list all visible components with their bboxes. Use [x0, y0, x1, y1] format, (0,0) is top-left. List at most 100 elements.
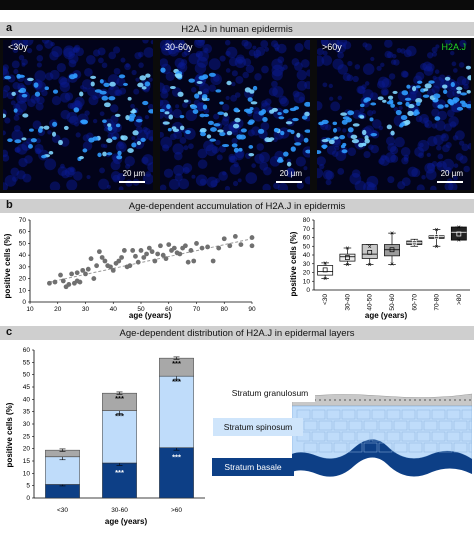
background-tissue — [359, 107, 365, 113]
cell-outline — [401, 409, 416, 420]
granule — [364, 399, 366, 401]
nucleus — [171, 126, 177, 130]
background-tissue — [401, 177, 411, 187]
background-tissue — [36, 62, 42, 68]
y-tick-label: 60 — [23, 347, 31, 354]
nucleus — [397, 101, 403, 105]
background-tissue — [245, 172, 258, 184]
background-tissue — [32, 120, 42, 130]
nucleus — [287, 129, 292, 133]
data-point — [85, 266, 91, 272]
nucleus — [206, 134, 212, 139]
cell-outline — [386, 409, 401, 420]
background-tissue — [322, 82, 328, 88]
background-tissue — [73, 171, 83, 181]
y-tick-label: 30 — [23, 421, 31, 428]
background-tissue — [446, 109, 455, 118]
nucleus — [108, 96, 116, 101]
outlier-marker: × — [323, 260, 327, 267]
x-tick-label: 60-70 — [411, 294, 418, 311]
granulosum-layer — [292, 393, 472, 407]
background-tissue — [228, 153, 236, 161]
background-tissue — [66, 179, 78, 190]
background-tissue — [87, 87, 97, 97]
granule — [424, 399, 426, 401]
label-stratum-spinosum: Stratum spinosum — [213, 418, 303, 436]
background-tissue — [400, 48, 406, 54]
background-tissue — [215, 139, 221, 146]
nucleus — [405, 101, 410, 107]
background-tissue — [218, 145, 227, 153]
nucleus — [219, 131, 226, 137]
background-tissue — [354, 180, 366, 190]
y-tick-label: 60 — [303, 235, 311, 242]
nucleus — [399, 124, 404, 128]
background-tissue — [230, 94, 238, 102]
epidermis-cells — [292, 393, 472, 477]
outlier-marker: × — [390, 231, 394, 238]
scatter-trendline — [49, 238, 253, 283]
granule — [429, 399, 431, 401]
nucleus — [52, 89, 59, 94]
background-tissue — [178, 178, 190, 190]
outlier-marker: × — [435, 227, 439, 234]
label-text: Stratum basale — [224, 462, 282, 472]
y-tick-label: 10 — [19, 287, 27, 294]
background-tissue — [144, 115, 150, 120]
nucleus — [90, 75, 97, 80]
nucleus — [328, 139, 335, 145]
y-tick-label: 30 — [303, 261, 311, 268]
background-tissue — [433, 134, 444, 146]
background-tissue — [442, 158, 455, 171]
nucleus — [217, 111, 225, 115]
nucleus — [107, 126, 113, 131]
y-tick-label: 20 — [19, 276, 27, 283]
cell-outline — [318, 442, 333, 453]
x-tick-label: 80 — [221, 306, 229, 313]
nucleus — [428, 80, 435, 84]
nucleus — [303, 137, 309, 143]
nucleus — [423, 88, 429, 92]
nucleus — [196, 80, 203, 84]
granule — [334, 399, 336, 401]
background-tissue — [387, 176, 395, 184]
data-point — [188, 248, 194, 253]
cell-outline — [416, 409, 431, 420]
background-tissue — [14, 146, 21, 153]
background-tissue — [271, 69, 283, 81]
data-point — [138, 248, 144, 253]
background-tissue — [337, 51, 344, 59]
background-tissue — [330, 101, 341, 112]
data-point — [232, 234, 238, 239]
granule — [374, 399, 376, 401]
background-tissue — [208, 58, 221, 71]
y-tick-label: 50 — [19, 240, 27, 247]
nucleus — [4, 75, 12, 80]
scale-bar-label: 20 µm — [279, 169, 302, 178]
nucleus — [135, 118, 143, 123]
nucleus — [221, 143, 230, 148]
background-tissue — [208, 84, 217, 92]
y-tick-label: 40 — [303, 252, 311, 259]
background-tissue — [278, 95, 288, 105]
background-tissue — [203, 140, 214, 152]
nucleus — [444, 104, 449, 108]
granule — [464, 399, 466, 401]
micrograph-label: <30y — [8, 42, 28, 52]
background-tissue — [69, 115, 79, 126]
background-tissue — [379, 155, 390, 167]
background-tissue — [182, 102, 188, 108]
nuclei-layer-2 — [160, 40, 310, 190]
background-tissue — [393, 59, 400, 66]
nucleus — [148, 109, 153, 114]
nucleus — [450, 82, 455, 88]
box-mean — [322, 267, 328, 273]
background-tissue — [35, 138, 41, 144]
nucleus — [129, 113, 136, 118]
data-point — [83, 271, 88, 277]
data-point — [130, 248, 136, 253]
nucleus — [407, 103, 415, 109]
nucleus — [401, 90, 409, 96]
background-tissue — [72, 47, 78, 53]
background-tissue — [380, 62, 385, 68]
